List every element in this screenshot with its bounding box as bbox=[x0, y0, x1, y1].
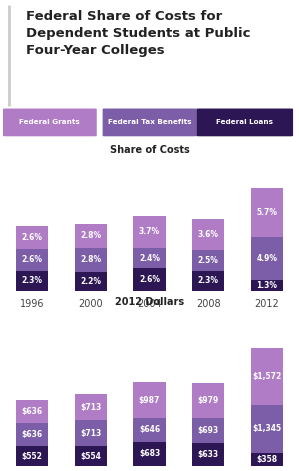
Text: 2004: 2004 bbox=[137, 299, 162, 309]
Bar bbox=[75, 395, 107, 420]
Bar bbox=[75, 272, 107, 291]
Text: 2008: 2008 bbox=[196, 299, 220, 309]
Text: 2.3%: 2.3% bbox=[22, 276, 43, 285]
Text: $683: $683 bbox=[139, 449, 160, 458]
Bar bbox=[251, 453, 283, 466]
Text: 2.4%: 2.4% bbox=[139, 254, 160, 263]
Bar bbox=[75, 224, 107, 248]
Bar bbox=[251, 280, 283, 291]
Text: 2.8%: 2.8% bbox=[80, 231, 101, 240]
Text: 2000: 2000 bbox=[79, 299, 103, 309]
Text: 3.6%: 3.6% bbox=[198, 229, 219, 238]
Bar bbox=[75, 446, 107, 466]
Text: 2.8%: 2.8% bbox=[80, 255, 101, 264]
Text: $633: $633 bbox=[198, 450, 219, 459]
Bar bbox=[16, 249, 48, 271]
Bar bbox=[192, 443, 224, 466]
Text: $987: $987 bbox=[139, 396, 160, 405]
Text: $636: $636 bbox=[22, 430, 43, 439]
FancyBboxPatch shape bbox=[3, 108, 97, 136]
Bar bbox=[192, 219, 224, 250]
Text: 2.6%: 2.6% bbox=[22, 255, 43, 264]
Text: 3.7%: 3.7% bbox=[139, 227, 160, 236]
Bar bbox=[16, 446, 48, 466]
Text: Federal Tax Benefits: Federal Tax Benefits bbox=[108, 120, 191, 125]
Bar bbox=[251, 405, 283, 453]
Bar bbox=[133, 248, 166, 268]
Bar bbox=[16, 271, 48, 291]
Text: $713: $713 bbox=[80, 403, 102, 412]
Bar bbox=[192, 250, 224, 271]
Bar bbox=[251, 348, 283, 405]
Text: $358: $358 bbox=[256, 455, 277, 464]
FancyBboxPatch shape bbox=[196, 108, 293, 136]
Text: 2.5%: 2.5% bbox=[198, 256, 219, 265]
Bar bbox=[133, 418, 166, 441]
Text: 2012 Dollars: 2012 Dollars bbox=[115, 297, 184, 308]
Text: $713: $713 bbox=[80, 429, 102, 438]
Text: 2012: 2012 bbox=[254, 299, 279, 309]
Bar bbox=[75, 248, 107, 272]
Bar bbox=[192, 383, 224, 418]
Bar bbox=[133, 216, 166, 248]
Text: $552: $552 bbox=[22, 452, 43, 461]
Bar bbox=[16, 400, 48, 423]
Text: $646: $646 bbox=[139, 425, 160, 434]
Bar bbox=[16, 226, 48, 249]
Text: 1996: 1996 bbox=[20, 299, 45, 309]
Text: 5.7%: 5.7% bbox=[256, 208, 277, 218]
Text: $636: $636 bbox=[22, 407, 43, 416]
Text: 4.9%: 4.9% bbox=[256, 254, 277, 263]
Text: 1.3%: 1.3% bbox=[256, 281, 277, 290]
Text: $554: $554 bbox=[80, 452, 101, 461]
Text: 2.6%: 2.6% bbox=[22, 233, 43, 242]
Bar bbox=[133, 268, 166, 291]
Bar bbox=[75, 420, 107, 446]
Text: Federal Loans: Federal Loans bbox=[216, 120, 273, 125]
Text: $979: $979 bbox=[197, 396, 219, 405]
Text: 2.3%: 2.3% bbox=[198, 276, 219, 285]
Text: $1,572: $1,572 bbox=[252, 372, 281, 381]
Bar bbox=[251, 188, 283, 237]
Bar bbox=[133, 441, 166, 466]
Text: $693: $693 bbox=[198, 426, 219, 435]
Text: Share of Costs: Share of Costs bbox=[110, 145, 189, 155]
Text: 2.2%: 2.2% bbox=[80, 277, 101, 286]
Text: 2.6%: 2.6% bbox=[139, 275, 160, 284]
FancyBboxPatch shape bbox=[103, 108, 196, 136]
Text: Federal Share of Costs for
Dependent Students at Public
Four-Year Colleges: Federal Share of Costs for Dependent Stu… bbox=[26, 10, 251, 57]
Text: Federal Grants: Federal Grants bbox=[19, 120, 80, 125]
Bar bbox=[192, 418, 224, 443]
Text: $1,345: $1,345 bbox=[252, 424, 281, 433]
Bar bbox=[133, 382, 166, 418]
Bar bbox=[192, 271, 224, 291]
Bar bbox=[251, 237, 283, 280]
Bar bbox=[16, 423, 48, 446]
